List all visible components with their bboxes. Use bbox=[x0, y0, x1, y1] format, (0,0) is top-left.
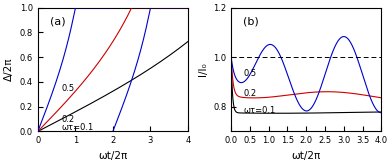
Text: 0.2: 0.2 bbox=[61, 115, 74, 124]
Text: (b): (b) bbox=[243, 16, 259, 26]
Y-axis label: Δ/2π: Δ/2π bbox=[4, 58, 14, 81]
Text: ωτ=0.1: ωτ=0.1 bbox=[61, 123, 93, 132]
Text: (a): (a) bbox=[50, 16, 65, 26]
Text: ωτ=0.1: ωτ=0.1 bbox=[243, 106, 276, 115]
Text: 0.2: 0.2 bbox=[243, 89, 256, 98]
X-axis label: ωt/2π: ωt/2π bbox=[292, 151, 321, 161]
X-axis label: ωt/2π: ωt/2π bbox=[98, 151, 127, 161]
Y-axis label: I/I₀: I/I₀ bbox=[198, 63, 207, 76]
Text: 0.5: 0.5 bbox=[61, 84, 74, 93]
Text: 0.5: 0.5 bbox=[243, 69, 256, 78]
